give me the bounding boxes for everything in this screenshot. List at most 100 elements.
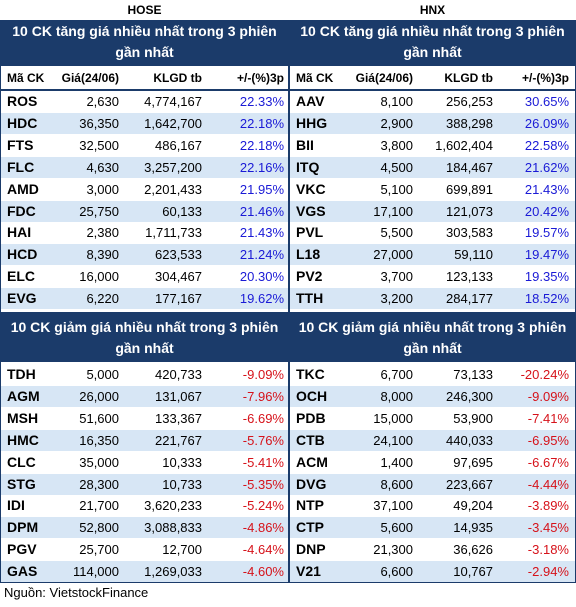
ticker-cell: TDH — [7, 366, 36, 382]
change-cell: 19.35% — [524, 269, 569, 285]
change-cell: -6.69% — [242, 410, 284, 426]
volume-cell: 303,583 — [446, 225, 493, 241]
ticker-cell: VGS — [296, 202, 326, 219]
change-cell: 20.42% — [524, 203, 569, 219]
volume-cell: 256,253 — [446, 94, 493, 109]
volume-cell: 123,133 — [446, 269, 493, 285]
price-cell: 1,400 — [380, 454, 413, 470]
volume-cell: 623,533 — [155, 247, 202, 263]
volume-cell: 3,620,233 — [144, 498, 202, 514]
volume-cell: 3,257,200 — [144, 159, 202, 175]
volume-cell: 97,695 — [453, 454, 493, 470]
table-row: AGM 26,000 131,067 -7.96% — [1, 385, 288, 407]
header-volume: KLGD tb — [153, 71, 202, 85]
ticker-cell: VKC — [296, 180, 326, 197]
change-cell: -4.60% — [242, 564, 284, 580]
change-cell: 22.33% — [239, 94, 284, 109]
ticker-cell: V21 — [296, 563, 321, 580]
table-row: ROS 2,630 4,774,167 22.33% — [1, 91, 288, 112]
change-cell: -9.09% — [527, 388, 569, 404]
table-row: PV2 3,700 123,133 19.35% — [290, 266, 575, 287]
price-cell: 36,350 — [79, 115, 119, 131]
table-row: HDC 36,350 1,642,700 22.18% — [1, 112, 288, 134]
hose-gain-title: 10 CK tăng giá nhiều nhất trong 3 phiên … — [1, 20, 288, 66]
volume-cell: 388,298 — [446, 115, 493, 131]
volume-cell: 246,300 — [446, 388, 493, 404]
ticker-cell: HAI — [7, 224, 32, 241]
table-row: FLC 4,630 3,257,200 22.16% — [1, 156, 288, 178]
ticker-cell: HDC — [7, 114, 38, 131]
hose-loss-title: 10 CK giảm giá nhiều nhất trong 3 phiên … — [1, 312, 288, 362]
change-cell: -4.86% — [242, 520, 284, 536]
volume-cell: 10,333 — [162, 454, 202, 470]
price-cell: 28,300 — [79, 476, 119, 492]
ticker-cell: AAV — [296, 93, 325, 109]
table-row: STG 28,300 10,733 -5.35% — [1, 473, 288, 495]
table-row: MSH 51,600 133,367 -6.69% — [1, 408, 288, 429]
price-cell: 6,220 — [86, 291, 119, 307]
table-row: PDB 15,000 53,900 -7.41% — [290, 408, 575, 429]
change-cell: 19.57% — [524, 225, 569, 241]
ticker-cell: AMD — [7, 180, 39, 197]
ticker-cell: CLC — [7, 453, 36, 470]
table-row: CTB 24,100 440,033 -6.95% — [290, 429, 575, 451]
table-row: V21 6,600 10,767 -2.94% — [290, 561, 575, 583]
volume-cell: 14,935 — [453, 520, 493, 536]
volume-cell: 284,177 — [446, 291, 493, 307]
table-row: HCD 8,390 623,533 21.24% — [1, 244, 288, 266]
change-cell: 21.62% — [524, 159, 569, 175]
table-row: DVG 8,600 223,667 -4.44% — [290, 473, 575, 495]
header-change: +/-(%)3p — [236, 71, 284, 85]
price-cell: 2,630 — [86, 94, 119, 109]
change-cell: -7.41% — [527, 410, 569, 426]
ticker-cell: BII — [296, 136, 314, 153]
table-row: PVL 5,500 303,583 19.57% — [290, 222, 575, 243]
table-row: FTS 32,500 486,167 22.18% — [1, 135, 288, 156]
ticker-cell: ACM — [296, 453, 328, 470]
price-cell: 25,700 — [79, 542, 119, 558]
header-price: Giá(24/06) — [355, 71, 413, 85]
ticker-cell: GAS — [7, 563, 38, 580]
volume-cell: 10,767 — [453, 564, 493, 580]
ticker-cell: DVG — [296, 475, 327, 492]
volume-cell: 420,733 — [155, 367, 202, 382]
table-row: L18 27,000 59,110 19.47% — [290, 244, 575, 266]
ticker-cell: FDC — [7, 202, 36, 219]
volume-cell: 131,067 — [155, 388, 202, 404]
volume-cell: 1,602,404 — [435, 137, 493, 153]
volume-cell: 2,201,433 — [144, 181, 202, 197]
volume-cell: 3,088,833 — [144, 520, 202, 536]
change-cell: 21.95% — [239, 181, 284, 197]
table-row: OCH 8,000 246,300 -9.09% — [290, 385, 575, 407]
volume-cell: 1,642,700 — [144, 115, 202, 131]
change-cell: -6.95% — [527, 432, 569, 448]
volume-cell: 221,767 — [155, 432, 202, 448]
price-cell: 8,390 — [86, 247, 119, 263]
change-cell: -4.44% — [527, 476, 569, 492]
header-change: +/-(%)3p — [521, 71, 569, 85]
ticker-cell: NTP — [296, 497, 324, 514]
price-cell: 25,750 — [79, 203, 119, 219]
header-ticker: Mã CK — [7, 71, 45, 85]
table-row: DNP 21,300 36,626 -3.18% — [290, 539, 575, 560]
price-cell: 16,000 — [79, 269, 119, 285]
table-row: TKC 6,700 73,133 -20.24% — [290, 364, 575, 385]
table-row: EVG 6,220 177,167 19.62% — [1, 288, 288, 310]
ticker-cell: TTH — [296, 290, 324, 307]
price-cell: 3,800 — [380, 137, 413, 153]
change-cell: 21.46% — [239, 203, 284, 219]
volume-cell: 486,167 — [155, 137, 202, 153]
table-row: AMD 3,000 2,201,433 21.95% — [1, 179, 288, 200]
ticker-cell: OCH — [296, 387, 328, 404]
hose-column-header: Mã CK Giá(24/06) KLGD tb +/-(%)3p — [1, 66, 288, 91]
price-cell: 8,000 — [380, 388, 413, 404]
change-cell: -3.45% — [527, 520, 569, 536]
ticker-cell: HMC — [7, 431, 39, 448]
ticker-cell: CTP — [296, 519, 324, 536]
volume-cell: 184,467 — [446, 159, 493, 175]
table-row: ITQ 4,500 184,467 21.62% — [290, 156, 575, 178]
header-volume: KLGD tb — [444, 71, 493, 85]
change-cell: 21.24% — [239, 247, 284, 263]
volume-cell: 304,467 — [155, 269, 202, 285]
volume-cell: 133,367 — [155, 410, 202, 426]
